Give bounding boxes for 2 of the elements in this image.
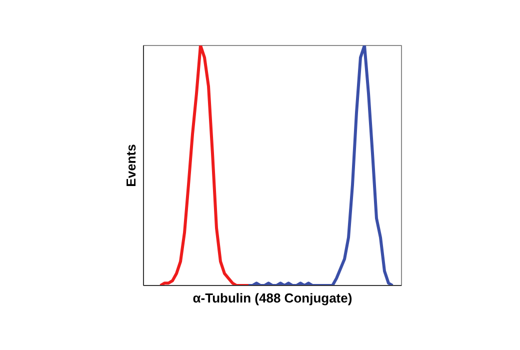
x-axis-title: α-Tubulin (488 Conjugate) xyxy=(192,290,352,306)
y-axis-title: Events xyxy=(124,144,138,187)
